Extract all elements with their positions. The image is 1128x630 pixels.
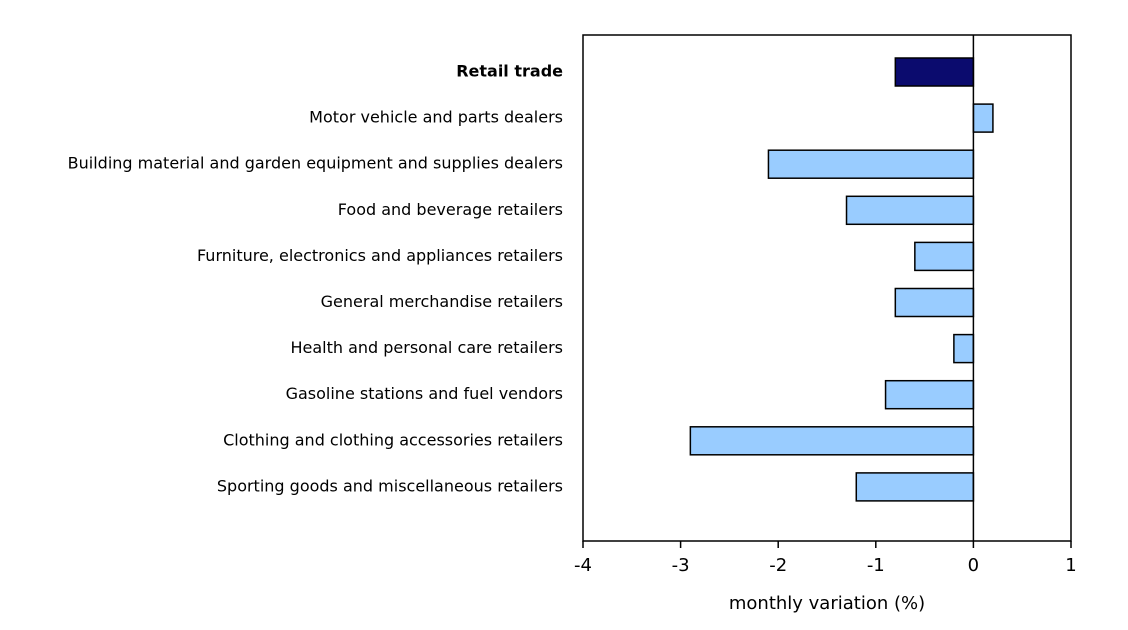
y-tick-label: Building material and garden equipment a… [68,154,563,173]
bar [855,472,975,502]
x-axis-title: monthly variation (%) [729,593,925,614]
y-tick-label: Retail trade [456,62,563,81]
x-tick-label: 0 [968,555,979,576]
x-tick-label: -1 [867,555,885,576]
x-tick-label: 1 [1065,555,1076,576]
bar [953,333,975,364]
x-tick-label: -3 [672,555,690,576]
x-tick-label: -4 [574,555,592,576]
bar [894,287,975,318]
y-tick-label: Clothing and clothing accessories retail… [223,430,563,449]
bar [894,57,975,87]
y-tick-label: Health and personal care retailers [290,338,563,357]
y-tick-label: Food and beverage retailers [338,200,563,219]
bar [689,426,975,456]
x-tick-label: -2 [769,555,787,576]
plot-frame [582,34,1072,542]
bar [767,149,975,179]
bar [914,241,975,272]
y-tick-label: Sporting goods and miscellaneous retaile… [217,476,563,495]
bar [845,195,975,226]
y-tick-label: Gasoline stations and fuel vendors [286,384,563,403]
y-tick-label: Motor vehicle and parts dealers [309,108,563,127]
y-tick-label: Furniture, electronics and appliances re… [197,246,563,265]
y-tick-label: General merchandise retailers [321,292,563,311]
bar [972,103,994,133]
bar [884,379,975,410]
